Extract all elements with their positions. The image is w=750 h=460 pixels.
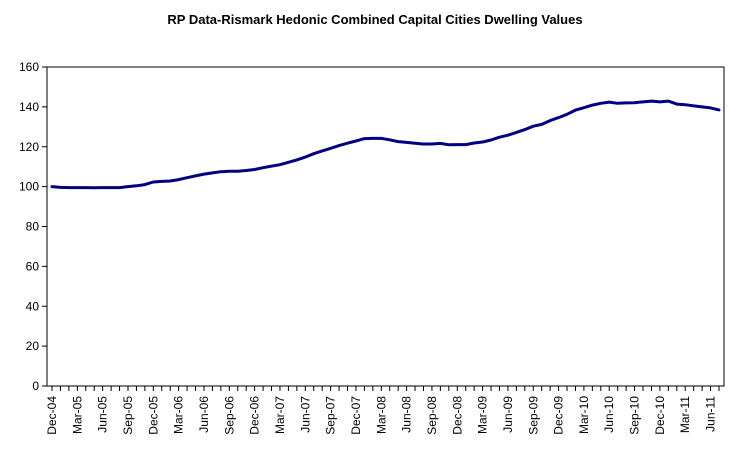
x-tick-label: Sep-10	[628, 396, 642, 435]
x-tick-label: Sep-06	[222, 396, 236, 435]
x-tick-label: Sep-09	[526, 396, 540, 435]
x-tick-label: Jun-06	[197, 396, 211, 433]
x-tick-label: Jun-07	[298, 396, 312, 433]
x-tick-label: Mar-08	[374, 396, 388, 434]
y-tick-label: 40	[26, 299, 40, 313]
x-tick-label: Sep-08	[425, 396, 439, 435]
x-axis: Dec-04 Mar-05 Jun-05 Sep-05 Dec-05 Mar-06 Jun-…	[45, 386, 720, 435]
x-tick-label: Dec-10	[653, 396, 667, 435]
x-tick-label: Dec-05	[146, 396, 160, 435]
x-tick-label: Sep-05	[121, 396, 135, 435]
x-tick-label: Jun-05	[96, 396, 110, 433]
y-tick-label: 0	[32, 379, 39, 393]
y-tick-label: 120	[19, 140, 39, 154]
x-tick-label: Jun-11	[704, 396, 718, 432]
x-tick-label: Dec-06	[248, 396, 262, 435]
x-tick-label: Dec-04	[45, 396, 59, 435]
x-tick-label: Jun-10	[602, 396, 616, 433]
x-tick-label: Mar-10	[577, 396, 591, 434]
x-tick-label: Mar-11	[678, 396, 692, 433]
x-tick-label: Mar-09	[476, 396, 490, 434]
x-tick-label: Jun-08	[400, 396, 414, 433]
series-layer	[50, 99, 721, 190]
x-tick-label: Mar-07	[273, 396, 287, 434]
y-tick-label: 160	[19, 60, 39, 74]
x-tick-label: Jun-09	[501, 396, 515, 433]
y-tick-label: 100	[19, 180, 39, 194]
x-tick-label: Mar-06	[172, 396, 186, 434]
y-tick-label: 80	[26, 220, 40, 234]
y-tick-label: 140	[19, 100, 39, 114]
chart-title: RP Data-Rismark Hedonic Combined Capital…	[167, 12, 583, 27]
series-line-0	[50, 99, 721, 190]
plot-area	[46, 66, 725, 387]
x-tick-label: Dec-08	[450, 396, 464, 435]
x-tick-label: Mar-05	[70, 396, 84, 434]
y-tick-label: 20	[26, 339, 40, 353]
x-tick-label: Sep-07	[324, 396, 338, 435]
x-tick-label: Dec-09	[552, 396, 566, 435]
x-tick-label: Dec-07	[349, 396, 363, 435]
y-axis: 0 20 40 60 80 100 120 140 160	[19, 60, 47, 393]
y-tick-label: 60	[26, 259, 40, 273]
